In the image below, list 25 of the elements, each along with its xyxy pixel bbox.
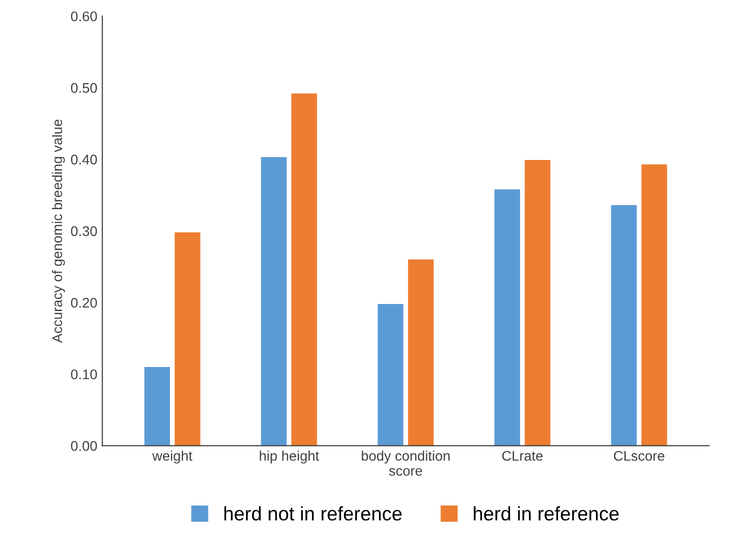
bar [524,160,550,446]
y-tick-label: 0.30 [70,226,97,236]
bar [494,189,520,446]
bar [261,157,287,446]
y-tick-label: 0.50 [70,83,97,93]
y-axis-title: Accuracy of genomic breeding value [52,120,65,343]
bar [408,260,434,446]
y-tick-label: 0.20 [70,298,97,308]
y-tick-label: 0.00 [70,441,97,451]
x-tick-label: weight [152,450,192,464]
bar [611,205,637,446]
x-tick-label: CLscore [614,450,664,461]
y-tick-label: 0.40 [70,154,97,164]
bar [144,366,170,446]
x-tick-label: hip height [260,450,320,464]
x-tick-label: body condition score [362,450,450,476]
bar [641,164,668,446]
x-tick-label: CLrate [502,450,543,461]
bar [378,304,404,446]
legend-label: herd not in reference [224,506,402,521]
y-tick-label: 0.60 [70,11,97,22]
y-tick-label: 0.10 [70,369,97,380]
legend-label: herd in reference [474,506,619,521]
bar [291,93,318,446]
bar [174,232,200,446]
